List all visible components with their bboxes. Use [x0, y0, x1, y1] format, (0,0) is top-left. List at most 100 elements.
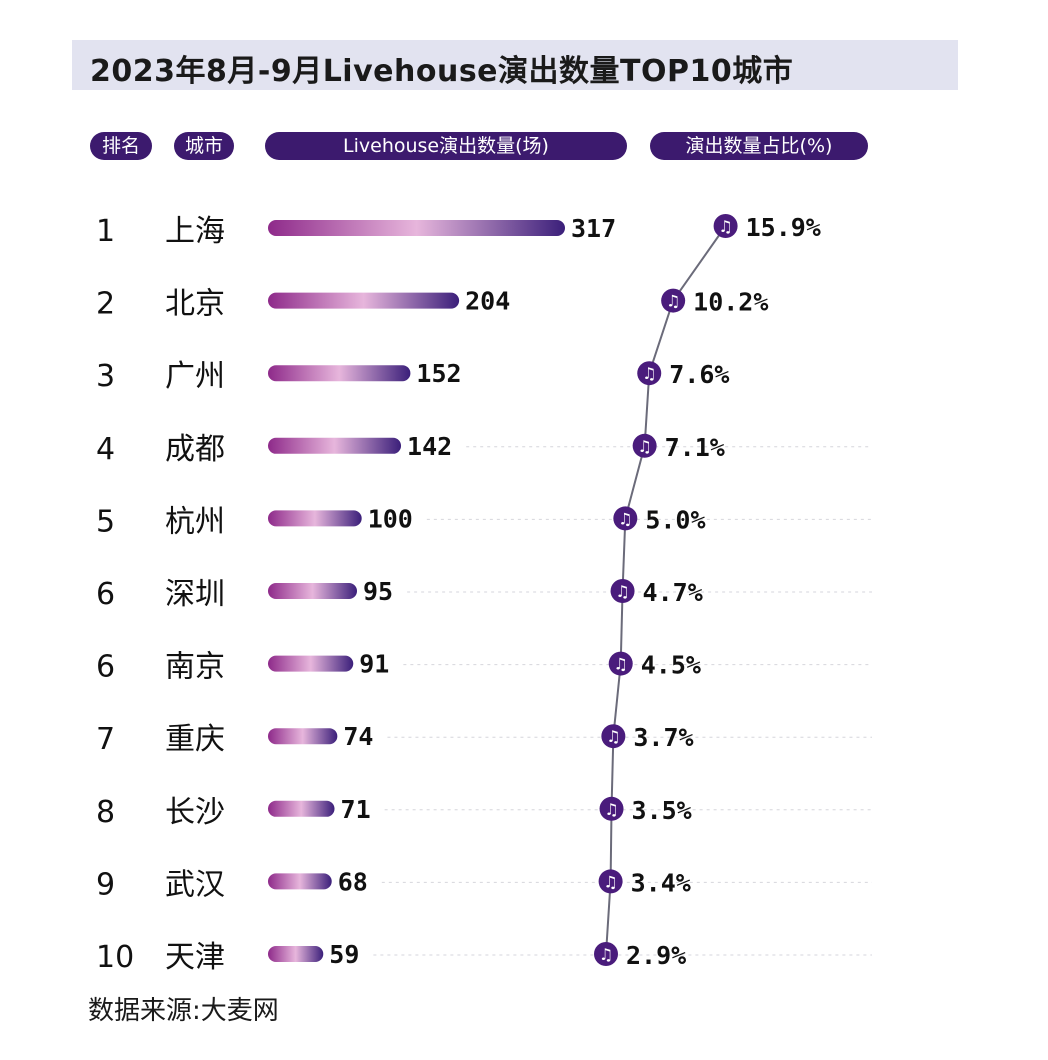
source-note: 数据来源:大麦网: [88, 996, 279, 1026]
count-bar: [268, 365, 411, 382]
share-marker: ♫: [594, 942, 618, 966]
share-marker: ♫: [661, 288, 686, 313]
music-note-icon: ♫: [718, 217, 732, 236]
rank-label: 5: [96, 504, 115, 539]
marker-dot: [637, 361, 662, 386]
count-bar: [268, 220, 565, 236]
music-note-icon: ♫: [606, 727, 620, 746]
header-share: 演出数量占比(%): [650, 132, 868, 160]
marker-dot: [594, 942, 618, 966]
marker-dot: [599, 796, 624, 821]
share-marker: ♫: [610, 579, 635, 603]
chart-row: 10 天津 59 ♫ 2.9%: [96, 940, 686, 975]
rank-label: 2: [96, 287, 115, 322]
chart-row: 6 深圳 95 ♫ 4.7%: [96, 577, 703, 612]
rank-label: 3: [96, 359, 115, 394]
count-bar: [268, 728, 338, 745]
count-bar: [268, 655, 354, 672]
music-note-icon: ♫: [599, 945, 613, 964]
count-bar: [268, 292, 460, 309]
chart-row: 3 广州 152 ♫ 7.6%: [96, 359, 729, 394]
count-value-label: 95: [363, 577, 393, 606]
chart-row: 8 长沙 71 ♫ 3.5%: [96, 795, 692, 830]
music-note-icon: ♫: [614, 655, 628, 674]
chart-row: 1 上海 317 ♫ 15.9%: [96, 213, 821, 249]
rank-label: 1: [96, 214, 115, 249]
count-value-label: 100: [368, 504, 413, 533]
count-value-label: 317: [571, 214, 616, 243]
marker-dot: [613, 506, 638, 531]
music-note-icon: ♫: [666, 292, 680, 311]
rank-label: 6: [96, 577, 115, 612]
count-value-label: 91: [359, 650, 389, 679]
city-label: 天津: [165, 940, 225, 975]
share-value-label: 2.9%: [626, 941, 686, 970]
chart-row: 5 杭州 100 ♫ 5.0%: [96, 504, 706, 539]
city-label: 广州: [165, 359, 225, 394]
rank-label: 9: [96, 867, 115, 902]
rank-label: 8: [96, 795, 115, 830]
chart-title: 2023年8月-9月Livehouse演出数量TOP10城市: [90, 54, 794, 89]
count-value-label: 74: [343, 722, 373, 751]
city-label: 武汉: [165, 867, 225, 902]
rank-label: 10: [96, 940, 134, 975]
city-label: 南京: [165, 650, 225, 685]
share-value-label: 7.1%: [665, 433, 725, 462]
marker-dot: [598, 869, 623, 894]
share-value-label: 3.7%: [633, 723, 693, 752]
share-value-label: 3.5%: [632, 796, 692, 825]
rank-label: 6: [96, 650, 115, 685]
share-value-label: 7.6%: [669, 360, 729, 389]
share-value-label: 3.4%: [631, 868, 691, 897]
marker-dot: [713, 214, 738, 238]
music-note-icon: ♫: [618, 509, 632, 528]
header-rank: 排名: [90, 132, 152, 160]
count-bar: [268, 583, 358, 599]
marker-dot: [610, 579, 635, 603]
city-label: 上海: [165, 214, 225, 249]
count-value-label: 59: [329, 940, 359, 969]
marker-dot: [601, 724, 626, 749]
share-value-label: 10.2%: [693, 288, 768, 317]
count-bar: [268, 437, 402, 454]
count-value-label: 152: [416, 359, 461, 388]
header-count: Livehouse演出数量(场): [265, 132, 627, 160]
count-value-label: 142: [407, 432, 452, 461]
share-value-label: 4.5%: [641, 651, 701, 680]
share-marker: ♫: [601, 724, 626, 749]
rank-label: 4: [96, 432, 115, 467]
header-city: 城市: [174, 132, 234, 160]
music-note-icon: ♫: [642, 364, 656, 383]
marker-dot: [632, 433, 657, 458]
share-marker: ♫: [637, 361, 662, 386]
chart-row: 4 成都 142 ♫ 7.1%: [96, 432, 725, 467]
city-label: 深圳: [165, 577, 225, 612]
share-marker: ♫: [608, 651, 633, 676]
chart-row: 6 南京 91 ♫ 4.5%: [96, 650, 701, 685]
share-marker: ♫: [632, 433, 657, 458]
music-note-icon: ♫: [604, 800, 618, 819]
music-note-icon: ♫: [603, 872, 617, 891]
share-marker: ♫: [613, 506, 638, 531]
count-bar: [268, 873, 332, 890]
city-label: 长沙: [165, 795, 225, 830]
share-marker: ♫: [599, 796, 624, 821]
count-bar: [268, 510, 362, 527]
chart-row: 7 重庆 74 ♫ 3.7%: [96, 722, 694, 757]
chart-row: 9 武汉 68 ♫ 3.4%: [96, 867, 691, 902]
marker-dot: [608, 651, 633, 676]
marker-dot: [661, 288, 686, 313]
rank-label: 7: [96, 722, 115, 757]
share-marker: ♫: [713, 214, 738, 238]
count-value-label: 71: [341, 795, 371, 824]
music-note-icon: ♫: [637, 437, 651, 456]
city-label: 成都: [165, 432, 225, 467]
share-value-label: 15.9%: [746, 213, 821, 242]
count-bar: [268, 800, 335, 817]
city-label: 杭州: [165, 504, 225, 539]
share-value-label: 4.7%: [643, 578, 703, 607]
chart-row: 2 北京 204 ♫ 10.2%: [96, 287, 768, 322]
city-label: 北京: [165, 287, 225, 322]
count-value-label: 68: [338, 867, 368, 896]
